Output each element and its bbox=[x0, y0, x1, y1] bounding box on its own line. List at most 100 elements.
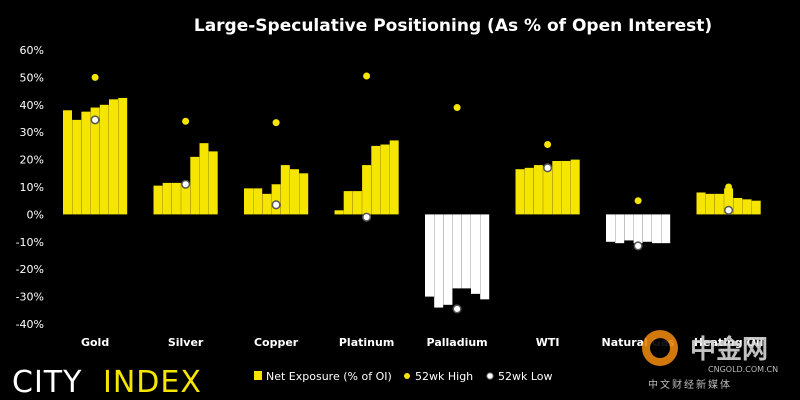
y-tick-label: 20% bbox=[20, 154, 44, 167]
low-marker bbox=[362, 212, 372, 222]
high-marker bbox=[544, 141, 552, 149]
bar bbox=[733, 197, 743, 215]
high-marker bbox=[725, 183, 733, 191]
y-tick-label: -40% bbox=[16, 318, 44, 331]
bar bbox=[652, 214, 661, 244]
bar bbox=[162, 182, 172, 215]
bar bbox=[362, 165, 372, 215]
bar bbox=[452, 214, 462, 289]
bar bbox=[552, 160, 562, 215]
bar bbox=[153, 185, 163, 215]
low-marker bbox=[181, 179, 191, 189]
bar bbox=[253, 188, 263, 215]
bar bbox=[90, 107, 100, 215]
category-label: Silver bbox=[168, 336, 204, 349]
chart-title: Large-Speculative Positioning (As % of O… bbox=[194, 16, 712, 36]
high-marker bbox=[91, 73, 99, 81]
bar bbox=[280, 165, 290, 215]
bar bbox=[633, 214, 643, 244]
y-tick-label: -20% bbox=[16, 263, 44, 276]
low-marker bbox=[633, 241, 643, 251]
bar bbox=[171, 182, 181, 215]
legend-label-high: 52wk High bbox=[415, 370, 473, 383]
bars-layer bbox=[63, 97, 761, 308]
bar bbox=[72, 119, 82, 215]
bar bbox=[343, 191, 353, 215]
bar bbox=[118, 97, 128, 215]
bar bbox=[334, 210, 344, 215]
legend-marker-low bbox=[486, 372, 494, 380]
bar bbox=[63, 110, 72, 215]
y-tick-label: 50% bbox=[20, 71, 44, 84]
bar bbox=[244, 188, 253, 215]
category-label: Copper bbox=[254, 336, 299, 349]
bar bbox=[290, 169, 299, 215]
bar bbox=[262, 193, 272, 215]
watermark-logo-inner bbox=[650, 338, 670, 358]
bar bbox=[271, 184, 281, 215]
bar bbox=[425, 214, 434, 297]
y-tick-label: 10% bbox=[20, 181, 44, 194]
bar bbox=[299, 173, 309, 215]
bar bbox=[371, 145, 381, 215]
bar bbox=[443, 214, 453, 305]
bar bbox=[471, 214, 480, 294]
category-label: WTI bbox=[536, 336, 560, 349]
bar bbox=[190, 156, 200, 215]
bar bbox=[533, 165, 543, 215]
low-marker bbox=[90, 115, 100, 125]
bar bbox=[561, 160, 571, 215]
bar bbox=[208, 151, 218, 215]
category-labels: Gold Silver Copper Platinum Palladium WTI Natu… bbox=[81, 336, 763, 349]
bar bbox=[696, 192, 706, 215]
city-index-logo: CITY INDEX bbox=[12, 365, 202, 400]
high-marker bbox=[272, 119, 280, 127]
bar bbox=[109, 99, 118, 215]
legend-label-exposure: Net Exposure (% of OI) bbox=[266, 370, 392, 383]
category-label: Palladium bbox=[427, 336, 488, 349]
bar bbox=[606, 214, 615, 242]
low-marker bbox=[724, 205, 734, 215]
legend-swatch-exposure bbox=[254, 371, 262, 380]
low-marker bbox=[271, 200, 281, 210]
y-tick-label: 0% bbox=[27, 208, 44, 221]
bar bbox=[434, 214, 444, 308]
watermark-sub: 中文财经新媒体 bbox=[648, 378, 732, 391]
y-tick-label: -10% bbox=[16, 236, 44, 249]
category-label: Platinum bbox=[339, 336, 394, 349]
y-tick-label: 40% bbox=[20, 99, 44, 112]
bar bbox=[524, 167, 534, 215]
bar bbox=[724, 188, 734, 215]
logo-index: INDEX bbox=[103, 365, 202, 400]
y-tick-label: -30% bbox=[16, 291, 44, 304]
high-marker bbox=[363, 72, 371, 80]
bar bbox=[480, 214, 490, 300]
watermark-site: CNGOLD.COM.CN bbox=[708, 365, 778, 374]
legend-marker-high bbox=[404, 373, 410, 379]
bar bbox=[624, 214, 634, 241]
markers-layer bbox=[90, 72, 734, 314]
bar bbox=[705, 193, 715, 215]
bar bbox=[380, 144, 390, 215]
bar bbox=[615, 214, 625, 244]
logo-city: CITY bbox=[12, 365, 82, 400]
bar bbox=[543, 166, 553, 215]
high-marker bbox=[634, 197, 642, 205]
y-tick-label: 60% bbox=[20, 44, 44, 57]
bar bbox=[81, 111, 91, 215]
cngold-watermark: 中金网 CNGOLD.COM.CN 中文财经新媒体 bbox=[642, 330, 778, 391]
bar bbox=[515, 169, 525, 215]
bar bbox=[389, 140, 399, 215]
bar bbox=[751, 200, 761, 215]
legend: Net Exposure (% of OI) 52wk High 52wk Low bbox=[254, 370, 553, 383]
low-marker bbox=[452, 304, 462, 314]
y-tick-label: 30% bbox=[20, 126, 44, 139]
bar bbox=[661, 214, 671, 244]
bar bbox=[570, 159, 580, 215]
legend-label-low: 52wk Low bbox=[498, 370, 553, 383]
bar bbox=[742, 199, 752, 215]
bar bbox=[714, 193, 724, 215]
bar bbox=[642, 214, 652, 242]
bar bbox=[352, 191, 362, 215]
